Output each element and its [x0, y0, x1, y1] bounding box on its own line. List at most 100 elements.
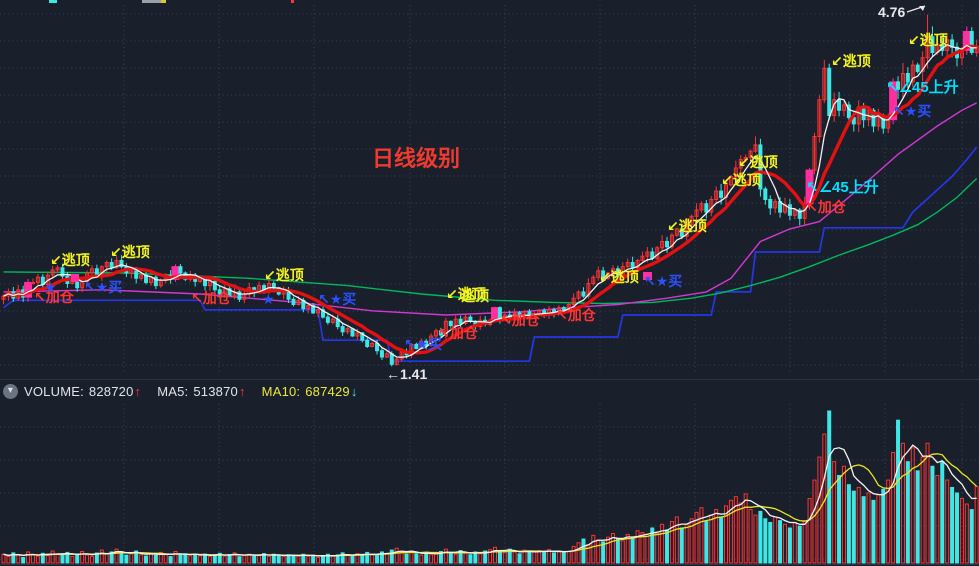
volume-bar — [188, 555, 193, 564]
candle-body — [596, 270, 601, 278]
candle-body — [812, 136, 817, 171]
chart-annotation-top: ↙逃顶 — [446, 286, 486, 302]
candle-body — [733, 167, 738, 177]
candle-body — [674, 228, 679, 236]
volume-bar — [719, 516, 724, 564]
volume-bar — [689, 518, 694, 564]
candle-body — [910, 64, 915, 83]
volume-bar — [119, 552, 124, 564]
volume-bar — [458, 550, 463, 564]
volume-bar — [483, 550, 488, 564]
volume-bar — [704, 521, 709, 564]
volume-bar — [80, 550, 85, 564]
volume-bar — [261, 553, 266, 564]
candle-body — [438, 330, 443, 336]
chart-annotation-add: ↖加仓 — [806, 199, 847, 215]
volume-bar — [384, 552, 389, 564]
volume-bar — [340, 552, 345, 564]
volume-bar — [635, 530, 640, 564]
volume-bar — [394, 547, 399, 564]
volume-bar — [792, 521, 797, 564]
candle-body — [330, 318, 335, 323]
volume-bar — [301, 553, 306, 564]
candle-body — [689, 215, 694, 226]
candle-body — [719, 190, 724, 198]
candle-body — [861, 106, 866, 121]
volume-bar — [89, 555, 94, 564]
candle-body — [635, 259, 640, 269]
chart-annotation-top: 逃顶 — [461, 288, 489, 304]
chart-annotation-add: ↖加仓 — [438, 325, 479, 341]
candle-body — [443, 320, 448, 336]
candle-body — [114, 259, 119, 269]
volume-bar — [581, 538, 586, 564]
chart-annotation-add: ↖加仓 — [500, 312, 541, 328]
volume-bar — [507, 548, 512, 564]
volume-bar — [434, 552, 439, 564]
volume-bar — [60, 554, 65, 564]
volume-bar — [551, 552, 556, 564]
top-clipped-legend-mark — [142, 0, 164, 3]
volume-bar — [325, 553, 330, 564]
volume-bar — [355, 553, 360, 564]
candle-body — [660, 241, 665, 249]
volume-bar — [163, 553, 168, 564]
volume-bar — [753, 514, 758, 564]
volume-bar — [561, 551, 566, 564]
volume-bar — [512, 551, 517, 564]
collapse-pane-chevron-icon[interactable]: ▾ — [3, 383, 18, 399]
candle-body — [773, 201, 778, 209]
volume-bar — [217, 552, 222, 564]
candle-body — [94, 268, 99, 276]
volume-bar — [925, 442, 930, 564]
volume-bar — [65, 551, 70, 564]
volume-bar — [748, 509, 753, 564]
volume-bar — [606, 536, 611, 564]
volume-bar — [35, 555, 40, 564]
volume-bar — [389, 549, 394, 564]
volume-bar — [296, 555, 301, 564]
volume-bar — [964, 503, 969, 564]
volume-bar — [6, 556, 11, 564]
volume-bar — [40, 552, 45, 564]
candle-body — [379, 350, 384, 358]
volume-bar — [129, 553, 134, 564]
candle-body — [630, 262, 635, 269]
volume-bar — [827, 410, 832, 564]
volume-bar — [232, 552, 237, 564]
volume-bar — [571, 545, 576, 564]
volume-bar — [320, 555, 325, 564]
chart-annotation-buy: ↖★买 — [644, 273, 682, 289]
volume-bar — [463, 552, 468, 564]
candle-body — [340, 326, 345, 333]
chart-annotation-title: 日线级别 — [372, 146, 460, 171]
ma5-line-white — [3, 43, 977, 358]
volume-bar — [896, 419, 901, 564]
volume-bar — [183, 553, 188, 564]
volume-bar — [807, 498, 812, 564]
candle-body — [601, 270, 606, 279]
volume-bar — [714, 509, 719, 564]
top-clipped-legend-mark — [291, 0, 294, 3]
candle-body — [60, 267, 65, 277]
volume-bar — [222, 555, 227, 564]
candle-body — [355, 332, 360, 337]
volume-bar — [207, 556, 212, 564]
candle-body — [453, 318, 458, 327]
candle-body — [325, 316, 330, 323]
candle-body — [581, 291, 586, 297]
volume-bar — [237, 556, 242, 564]
volume-bar — [99, 549, 104, 564]
volume-bar — [178, 554, 183, 564]
chart-annotation-top: ↙逃顶 — [110, 244, 150, 260]
volume-bar — [26, 551, 31, 564]
candle-body — [119, 259, 124, 268]
volume-bar — [50, 550, 55, 564]
volume-bar — [85, 554, 90, 564]
volume-bar — [453, 553, 458, 564]
volume-up-arrow-icon: ↑ — [134, 383, 142, 399]
volume-bar — [876, 494, 881, 564]
volume-bar — [252, 555, 257, 564]
candle-body — [709, 199, 714, 213]
